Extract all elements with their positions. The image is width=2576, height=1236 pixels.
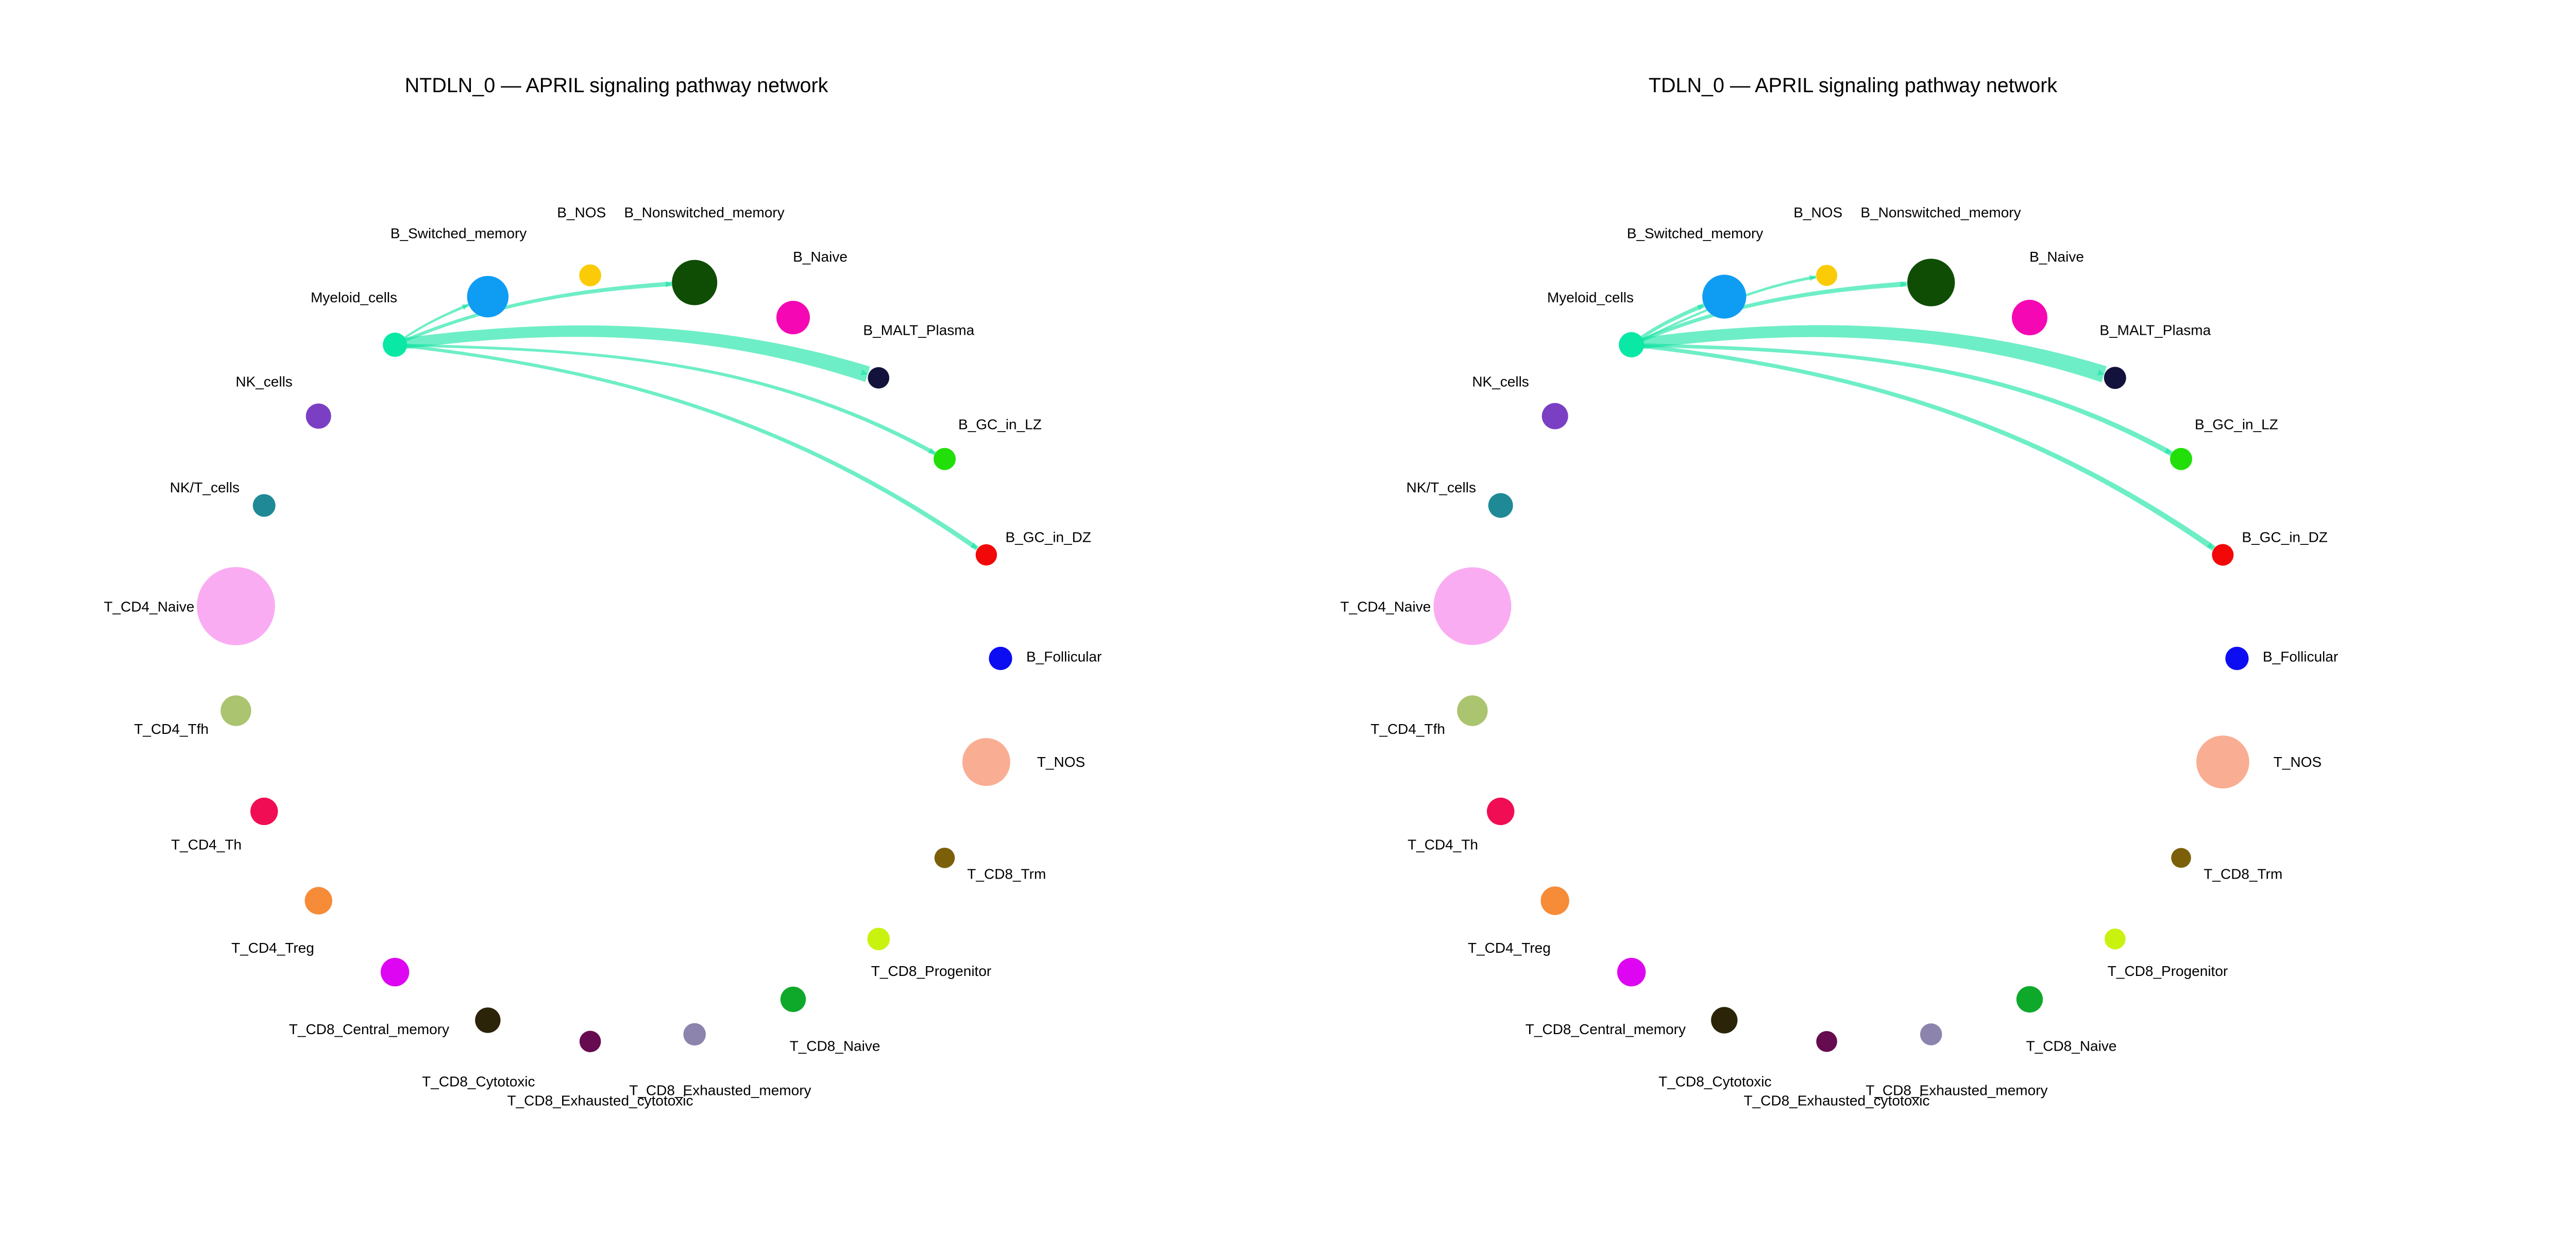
svg-text:T_CD8_Central_memory: T_CD8_Central_memory <box>1526 1021 1686 1037</box>
svg-text:T_CD8_Exhausted_memory: T_CD8_Exhausted_memory <box>1866 1082 2047 1098</box>
svg-text:T_CD8_Cytotoxic: T_CD8_Cytotoxic <box>1658 1074 1771 1090</box>
svg-text:T_CD8_Trm: T_CD8_Trm <box>2204 866 2282 882</box>
svg-text:T_CD8_Naive: T_CD8_Naive <box>790 1038 880 1054</box>
svg-text:Myeloid_cells: Myeloid_cells <box>311 289 397 305</box>
svg-text:B_Naive: B_Naive <box>2029 249 2084 265</box>
svg-text:T_CD4_Th: T_CD4_Th <box>171 837 242 853</box>
svg-text:Myeloid_cells: Myeloid_cells <box>1547 289 1634 305</box>
svg-text:B_NOS: B_NOS <box>557 204 606 220</box>
svg-text:T_CD8_Central_memory: T_CD8_Central_memory <box>289 1021 449 1037</box>
svg-text:T_CD8_Exhausted_cytotoxic: T_CD8_Exhausted_cytotoxic <box>1743 1093 1929 1109</box>
svg-text:B_Naive: B_Naive <box>793 249 848 265</box>
svg-text:T_NOS: T_NOS <box>1037 754 1085 770</box>
svg-text:T_CD4_Th: T_CD4_Th <box>1408 837 1478 853</box>
svg-text:T_CD8_Trm: T_CD8_Trm <box>967 866 1046 882</box>
svg-text:B_GC_in_LZ: B_GC_in_LZ <box>958 417 1042 433</box>
svg-text:B_Follicular: B_Follicular <box>1026 649 1101 665</box>
svg-text:B_Nonswitched_memory: B_Nonswitched_memory <box>624 204 784 220</box>
svg-text:T_CD8_Exhausted_memory: T_CD8_Exhausted_memory <box>629 1082 811 1098</box>
svg-text:B_GC_in_DZ: B_GC_in_DZ <box>2242 529 2328 545</box>
svg-text:T_CD4_Naive: T_CD4_Naive <box>1340 599 1431 615</box>
svg-text:T_NOS: T_NOS <box>2274 754 2321 770</box>
svg-text:T_CD8_Exhausted_cytotoxic: T_CD8_Exhausted_cytotoxic <box>507 1093 693 1109</box>
svg-text:B_MALT_Plasma: B_MALT_Plasma <box>863 322 974 338</box>
svg-text:B_MALT_Plasma: B_MALT_Plasma <box>2099 322 2211 338</box>
svg-text:T_CD8_Naive: T_CD8_Naive <box>2026 1038 2117 1054</box>
svg-text:NK/T_cells: NK/T_cells <box>1406 479 1476 495</box>
svg-text:B_Switched_memory: B_Switched_memory <box>1627 226 1764 242</box>
svg-text:T_CD4_Treg: T_CD4_Treg <box>231 940 314 956</box>
svg-text:NK_cells: NK_cells <box>235 373 292 389</box>
svg-text:T_CD4_Naive: T_CD4_Naive <box>104 599 194 615</box>
svg-text:T_CD8_Progenitor: T_CD8_Progenitor <box>871 963 991 979</box>
svg-text:T_CD8_Cytotoxic: T_CD8_Cytotoxic <box>422 1074 535 1090</box>
svg-text:B_Switched_memory: B_Switched_memory <box>391 226 527 242</box>
svg-text:TDLN_0 — APRIL signaling pathw: TDLN_0 — APRIL signaling pathway network <box>1649 74 2058 97</box>
svg-text:B_NOS: B_NOS <box>1793 204 1842 220</box>
svg-text:T_CD8_Progenitor: T_CD8_Progenitor <box>2108 963 2228 979</box>
svg-text:T_CD4_Tfh: T_CD4_Tfh <box>1370 721 1445 737</box>
svg-text:NK_cells: NK_cells <box>1472 373 1529 389</box>
svg-text:B_Follicular: B_Follicular <box>2263 649 2338 665</box>
svg-text:NK/T_cells: NK/T_cells <box>170 479 240 495</box>
svg-text:B_GC_in_DZ: B_GC_in_DZ <box>1006 529 1092 545</box>
svg-text:B_Nonswitched_memory: B_Nonswitched_memory <box>1860 204 2021 220</box>
svg-text:T_CD4_Treg: T_CD4_Treg <box>1468 940 1551 956</box>
svg-text:NTDLN_0 — APRIL signaling path: NTDLN_0 — APRIL signaling pathway networ… <box>405 74 828 97</box>
svg-text:B_GC_in_LZ: B_GC_in_LZ <box>2195 417 2278 433</box>
svg-text:T_CD4_Tfh: T_CD4_Tfh <box>134 721 209 737</box>
